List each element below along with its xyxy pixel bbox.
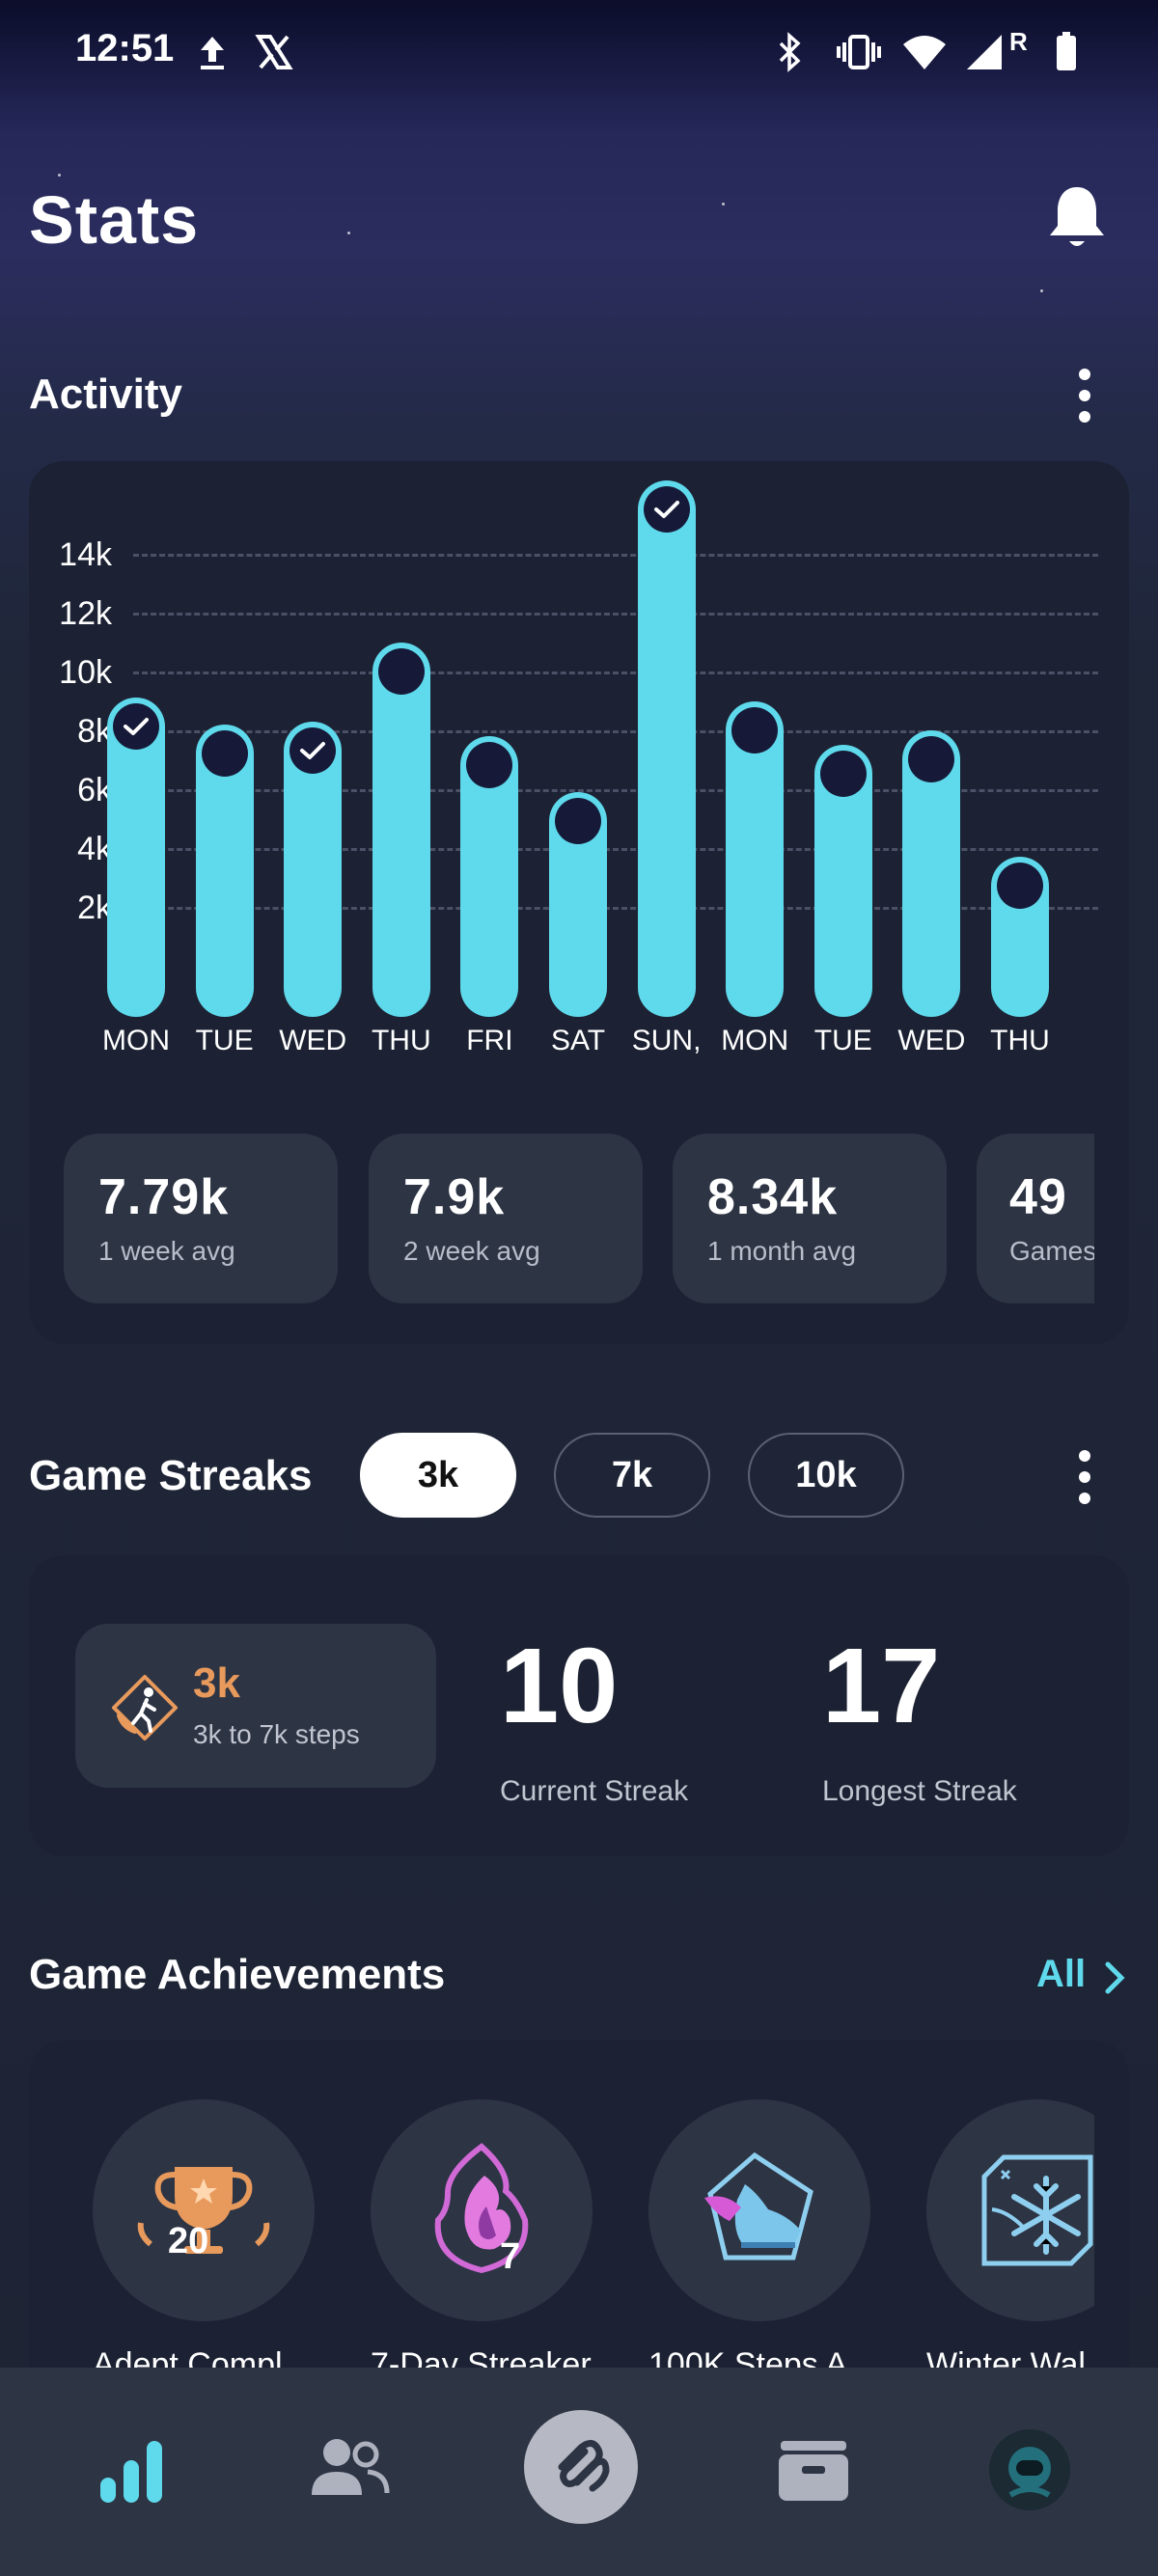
- nav-profile-icon[interactable]: [977, 2422, 1083, 2518]
- avg-value: 7.9k: [403, 1169, 506, 1225]
- achievements-title: Game Achievements: [29, 1951, 446, 1998]
- walker-sign-icon: [110, 1673, 179, 1742]
- avg-tile-1month: 8.34k 1 month avg: [673, 1134, 947, 1303]
- avg-label: 1 week avg: [98, 1236, 235, 1266]
- gridline: [133, 848, 1098, 851]
- page-title: Stats: [29, 182, 200, 258]
- streak-level-desc: 3k to 7k steps: [193, 1719, 360, 1749]
- tab-3k[interactable]: 3k: [360, 1433, 516, 1518]
- flame-count: 7: [500, 2236, 521, 2277]
- bell-icon[interactable]: [1046, 183, 1108, 253]
- status-time: 12:51: [75, 27, 175, 69]
- nav-friends-icon[interactable]: [296, 2422, 402, 2518]
- x-tick-label: SAT: [550, 1025, 606, 1056]
- activity-bar[interactable]: [726, 700, 785, 1017]
- current-streak-label: Current Streak: [500, 1775, 689, 1807]
- tab-7k[interactable]: 7k: [554, 1433, 710, 1518]
- streak-level-chip: [75, 1624, 436, 1788]
- vibrate-icon: [836, 29, 882, 75]
- achievement-winter[interactable]: [926, 2099, 1094, 2321]
- trophy-count: 20: [168, 2221, 209, 2261]
- x-tick-label: WED: [279, 1025, 347, 1056]
- y-tick-label: 8k: [77, 713, 112, 750]
- x-tick-label: THU: [371, 1025, 431, 1056]
- gridline: [133, 907, 1098, 910]
- x-tick-label: SUN,: [631, 1025, 702, 1056]
- avg-tile-games: 49 Games: [977, 1134, 1094, 1303]
- signal-icon: [963, 29, 1006, 75]
- achievement-adept[interactable]: 20: [93, 2099, 315, 2321]
- nav-wallet-icon[interactable]: [760, 2422, 867, 2518]
- x-tick-label: MON: [721, 1025, 789, 1056]
- nav-stats-icon[interactable]: [78, 2422, 184, 2518]
- avg-tile-2week: 7.9k 2 week avg: [369, 1134, 643, 1303]
- longest-streak-value: 17: [822, 1627, 941, 1745]
- y-tick-label: 2k: [77, 890, 112, 926]
- streak-level-name: 3k: [193, 1659, 240, 1707]
- upload-icon: [193, 29, 232, 75]
- gridline: [133, 613, 1098, 616]
- gridline: [133, 730, 1098, 733]
- x-tick-label: TUE: [813, 1025, 872, 1056]
- sneaker-icon: [704, 2151, 813, 2261]
- activity-bar[interactable]: [372, 642, 430, 1017]
- avg-label: 1 month avg: [707, 1236, 857, 1266]
- chevron-right-icon[interactable]: [1102, 1959, 1127, 1997]
- streaks-title: Game Streaks: [29, 1452, 313, 1499]
- avg-value: 8.34k: [707, 1169, 839, 1225]
- achievement-100k[interactable]: [648, 2099, 870, 2321]
- gridline: [133, 671, 1098, 674]
- activity-title: Activity: [29, 370, 182, 418]
- nav-game-icon[interactable]: [524, 2410, 638, 2524]
- tab-10k[interactable]: 10k: [748, 1433, 904, 1518]
- activity-chart: 2k 4k 6k 8k 10k 12k 14k MON TUE WED THU FRI SAT SUN, M…: [29, 461, 1129, 1079]
- y-tick-label: 10k: [59, 654, 112, 691]
- bar-dot: [731, 706, 779, 754]
- x-tick-label: THU: [990, 1025, 1050, 1056]
- bar-dot: [908, 736, 955, 782]
- all-achievements-link[interactable]: All: [1036, 1953, 1087, 1995]
- bar-dot: [466, 742, 513, 789]
- snowflake-icon: [981, 2154, 1093, 2266]
- y-tick-label: 14k: [59, 536, 112, 573]
- x-tick-label: TUE: [195, 1025, 254, 1056]
- activity-bar[interactable]: [107, 698, 165, 1017]
- y-tick-label: 6k: [77, 772, 112, 808]
- roaming-indicator: R: [1009, 27, 1028, 56]
- bar-dot: [377, 647, 425, 695]
- longest-streak-label: Longest Streak: [822, 1775, 1017, 1807]
- current-streak-value: 10: [500, 1627, 619, 1745]
- y-tick-label: 12k: [59, 595, 112, 632]
- activity-more-button[interactable]: [1075, 369, 1094, 423]
- wifi-icon: [899, 29, 950, 75]
- avg-value: 49: [1009, 1169, 1067, 1225]
- bar-dot: [201, 729, 248, 777]
- x-tick-label: MON: [102, 1025, 170, 1056]
- activity-bar[interactable]: [637, 480, 696, 1017]
- avg-label: Games: [1009, 1236, 1094, 1266]
- goal-check-icon: [290, 726, 337, 774]
- battery-icon: [1050, 29, 1083, 75]
- achievement-streaker[interactable]: 7: [371, 2099, 593, 2321]
- bluetooth-icon: [772, 29, 807, 75]
- bar-dot: [997, 863, 1043, 910]
- y-tick-label: 4k: [77, 831, 112, 867]
- bar-dot: [555, 798, 601, 845]
- flame-icon: [434, 2143, 529, 2274]
- x-tick-label: WED: [897, 1025, 966, 1056]
- x-logo-icon: [253, 29, 295, 75]
- streaks-more-button[interactable]: [1075, 1450, 1094, 1504]
- achievements-row: 20 7: [64, 2099, 1094, 2389]
- goal-check-icon: [113, 703, 159, 751]
- avg-value: 7.79k: [98, 1169, 230, 1225]
- avg-tile-1week: 7.79k 1 week avg: [64, 1134, 338, 1303]
- x-tick-label: FRI: [466, 1025, 513, 1056]
- gridline: [133, 554, 1098, 557]
- trophy-icon: [137, 2167, 270, 2254]
- goal-check-icon: [643, 485, 690, 533]
- bar-dot: [819, 751, 867, 798]
- gridline: [133, 789, 1098, 792]
- avg-label: 2 week avg: [403, 1236, 540, 1266]
